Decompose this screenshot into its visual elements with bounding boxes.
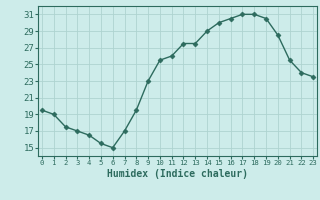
X-axis label: Humidex (Indice chaleur): Humidex (Indice chaleur) <box>107 169 248 179</box>
